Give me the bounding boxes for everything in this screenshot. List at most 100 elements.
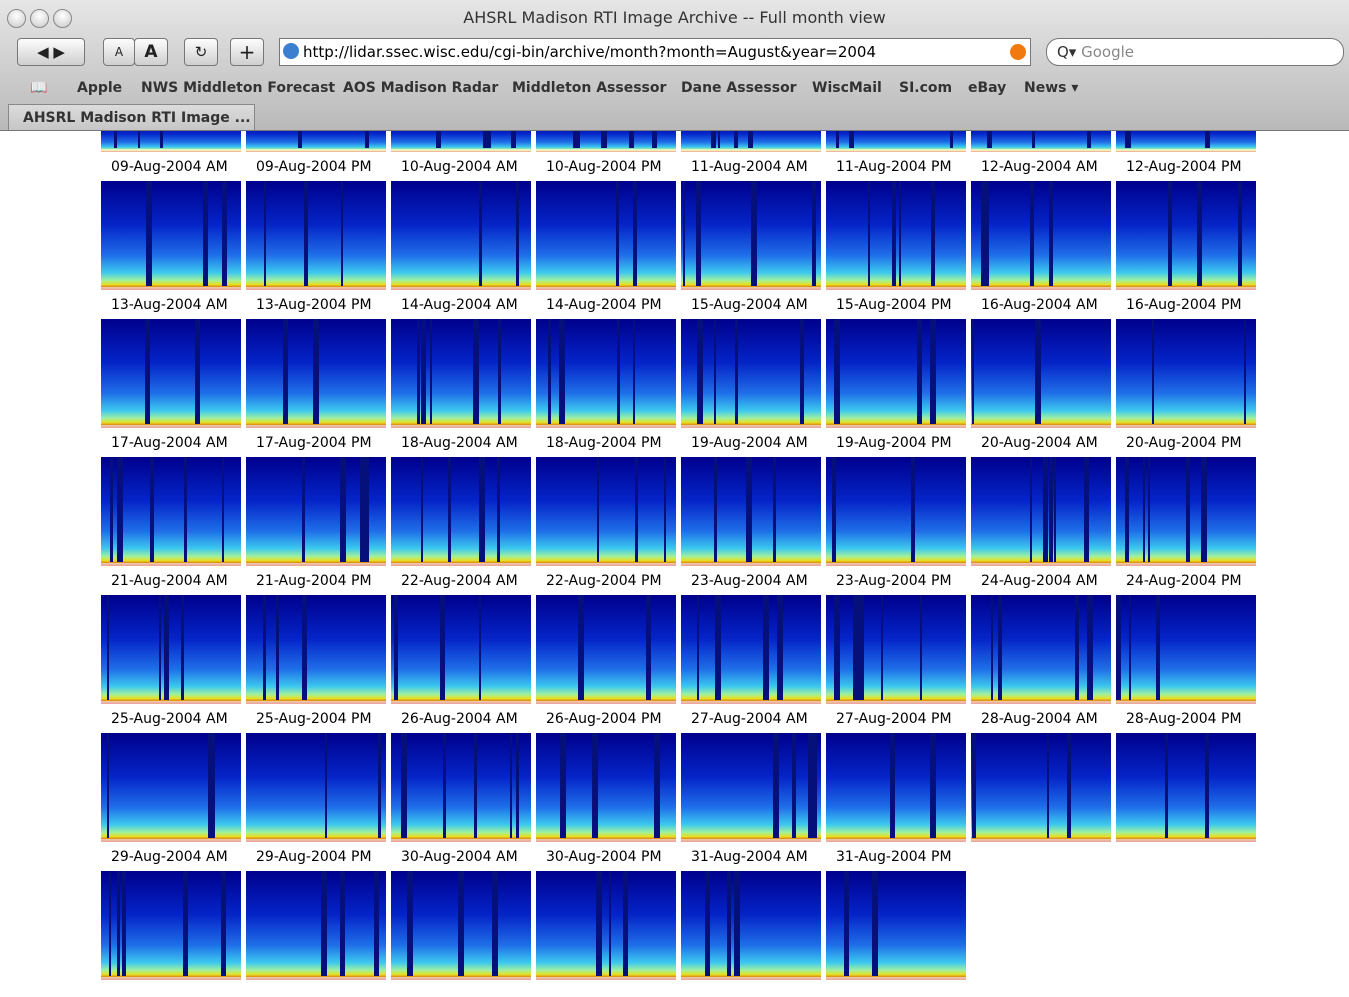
- rti-thumbnail[interactable]: [536, 319, 676, 428]
- rti-thumbnail[interactable]: [1116, 595, 1256, 704]
- rti-thumbnail[interactable]: [681, 457, 821, 566]
- rti-thumbnail[interactable]: [971, 733, 1111, 842]
- rti-thumbnail[interactable]: [681, 131, 821, 152]
- reload-button[interactable]: ↻: [184, 38, 218, 66]
- rti-thumbnail[interactable]: [101, 457, 241, 566]
- bookmarks-icon[interactable]: 📖: [30, 80, 47, 96]
- date-label: 25-Aug-2004 PM: [256, 711, 401, 727]
- rti-thumbnail[interactable]: [391, 733, 531, 842]
- rti-thumbnail[interactable]: [971, 595, 1111, 704]
- rti-thumbnail[interactable]: [246, 595, 386, 704]
- date-label: 30-Aug-2004 PM: [546, 849, 691, 865]
- rti-thumbnail[interactable]: [101, 181, 241, 290]
- date-label: 13-Aug-2004 AM: [111, 297, 256, 313]
- date-label: 28-Aug-2004 AM: [981, 711, 1126, 727]
- rti-thumbnail[interactable]: [536, 871, 676, 980]
- rti-thumbnail[interactable]: [391, 871, 531, 980]
- rti-thumbnail[interactable]: [536, 181, 676, 290]
- rti-thumbnail[interactable]: [101, 131, 241, 152]
- rti-thumbnail[interactable]: [536, 595, 676, 704]
- rti-thumbnail[interactable]: [826, 319, 966, 428]
- rti-thumbnail[interactable]: [101, 733, 241, 842]
- rti-thumbnail[interactable]: [246, 319, 386, 428]
- date-label: 24-Aug-2004 PM: [1126, 573, 1271, 589]
- bookmark[interactable]: Dane Assessor: [681, 80, 797, 96]
- rti-thumbnail[interactable]: [246, 733, 386, 842]
- date-label: 14-Aug-2004 PM: [546, 297, 691, 313]
- date-label: 17-Aug-2004 PM: [256, 435, 401, 451]
- date-label: 19-Aug-2004 AM: [691, 435, 836, 451]
- rti-thumbnail[interactable]: [246, 131, 386, 152]
- add-bookmark-button[interactable]: +: [230, 38, 264, 66]
- rti-thumbnail[interactable]: [826, 457, 966, 566]
- rti-thumbnail[interactable]: [971, 319, 1111, 428]
- rti-thumbnail[interactable]: [1116, 131, 1256, 152]
- text-smaller-button[interactable]: A: [103, 38, 135, 66]
- rti-thumbnail[interactable]: [391, 131, 531, 152]
- date-label: 29-Aug-2004 PM: [256, 849, 401, 865]
- date-label: 25-Aug-2004 AM: [111, 711, 256, 727]
- rti-thumbnail[interactable]: [101, 871, 241, 980]
- rti-thumbnail[interactable]: [536, 457, 676, 566]
- rti-thumbnail[interactable]: [391, 181, 531, 290]
- date-label: 22-Aug-2004 PM: [546, 573, 691, 589]
- tab[interactable]: AHSRL Madison RTI Image ...: [8, 104, 255, 130]
- rti-thumbnail[interactable]: [101, 319, 241, 428]
- rti-thumbnail[interactable]: [971, 131, 1111, 152]
- date-label: 16-Aug-2004 PM: [1126, 297, 1271, 313]
- rti-thumbnail[interactable]: [391, 319, 531, 428]
- rti-thumbnail[interactable]: [681, 871, 821, 980]
- rti-thumbnail[interactable]: [971, 181, 1111, 290]
- date-label: 11-Aug-2004 AM: [691, 159, 836, 175]
- rti-thumbnail[interactable]: [101, 595, 241, 704]
- date-label: 11-Aug-2004 PM: [836, 159, 981, 175]
- rti-thumbnail[interactable]: [971, 457, 1111, 566]
- bookmark[interactable]: Middleton Assessor: [512, 80, 666, 96]
- text-bigger-button[interactable]: A: [134, 38, 168, 66]
- bookmark[interactable]: eBay: [968, 80, 1006, 96]
- date-label: 24-Aug-2004 AM: [981, 573, 1126, 589]
- rti-thumbnail[interactable]: [1116, 457, 1256, 566]
- bookmark[interactable]: AOS Madison Radar: [343, 80, 498, 96]
- rti-thumbnail[interactable]: [536, 733, 676, 842]
- date-label: 21-Aug-2004 PM: [256, 573, 401, 589]
- rti-thumbnail[interactable]: [246, 181, 386, 290]
- date-label: 31-Aug-2004 AM: [691, 849, 836, 865]
- bookmark[interactable]: WiscMail: [812, 80, 882, 96]
- rti-thumbnail[interactable]: [826, 131, 966, 152]
- bookmark[interactable]: Apple: [77, 80, 122, 96]
- rti-thumbnail[interactable]: [391, 595, 531, 704]
- back-forward-button[interactable]: ◀ ▶: [17, 38, 85, 66]
- rti-thumbnail[interactable]: [1116, 319, 1256, 428]
- rti-thumbnail[interactable]: [1116, 181, 1256, 290]
- rti-thumbnail[interactable]: [681, 733, 821, 842]
- date-label: 15-Aug-2004 PM: [836, 297, 981, 313]
- rti-thumbnail[interactable]: [1116, 733, 1256, 842]
- rti-thumbnail[interactable]: [826, 733, 966, 842]
- rti-thumbnail[interactable]: [826, 181, 966, 290]
- date-label: 21-Aug-2004 AM: [111, 573, 256, 589]
- rti-thumbnail[interactable]: [536, 131, 676, 152]
- bookmark[interactable]: NWS Middleton Forecast: [141, 80, 335, 96]
- date-label: 14-Aug-2004 AM: [401, 297, 546, 313]
- date-label: 18-Aug-2004 PM: [546, 435, 691, 451]
- date-label: 16-Aug-2004 AM: [981, 297, 1126, 313]
- rti-thumbnail[interactable]: [826, 595, 966, 704]
- date-label: 10-Aug-2004 PM: [546, 159, 691, 175]
- rti-thumbnail[interactable]: [391, 457, 531, 566]
- search-placeholder: Google: [1081, 43, 1134, 61]
- address-bar[interactable]: http://lidar.ssec.wisc.edu/cgi-bin/archi…: [279, 38, 1031, 66]
- rti-thumbnail[interactable]: [246, 457, 386, 566]
- browser-window: AHSRL Madison RTI Image Archive -- Full …: [0, 0, 1349, 997]
- rti-thumbnail[interactable]: [681, 181, 821, 290]
- date-label: 20-Aug-2004 PM: [1126, 435, 1271, 451]
- rti-thumbnail[interactable]: [246, 871, 386, 980]
- bookmark[interactable]: News ▾: [1024, 80, 1078, 96]
- rti-thumbnail[interactable]: [681, 319, 821, 428]
- rti-thumbnail[interactable]: [826, 871, 966, 980]
- bookmark[interactable]: SI.com: [899, 80, 952, 96]
- date-label: 09-Aug-2004 PM: [256, 159, 401, 175]
- search-field[interactable]: Q▾ Google: [1046, 38, 1344, 66]
- date-label: 30-Aug-2004 AM: [401, 849, 546, 865]
- rti-thumbnail[interactable]: [681, 595, 821, 704]
